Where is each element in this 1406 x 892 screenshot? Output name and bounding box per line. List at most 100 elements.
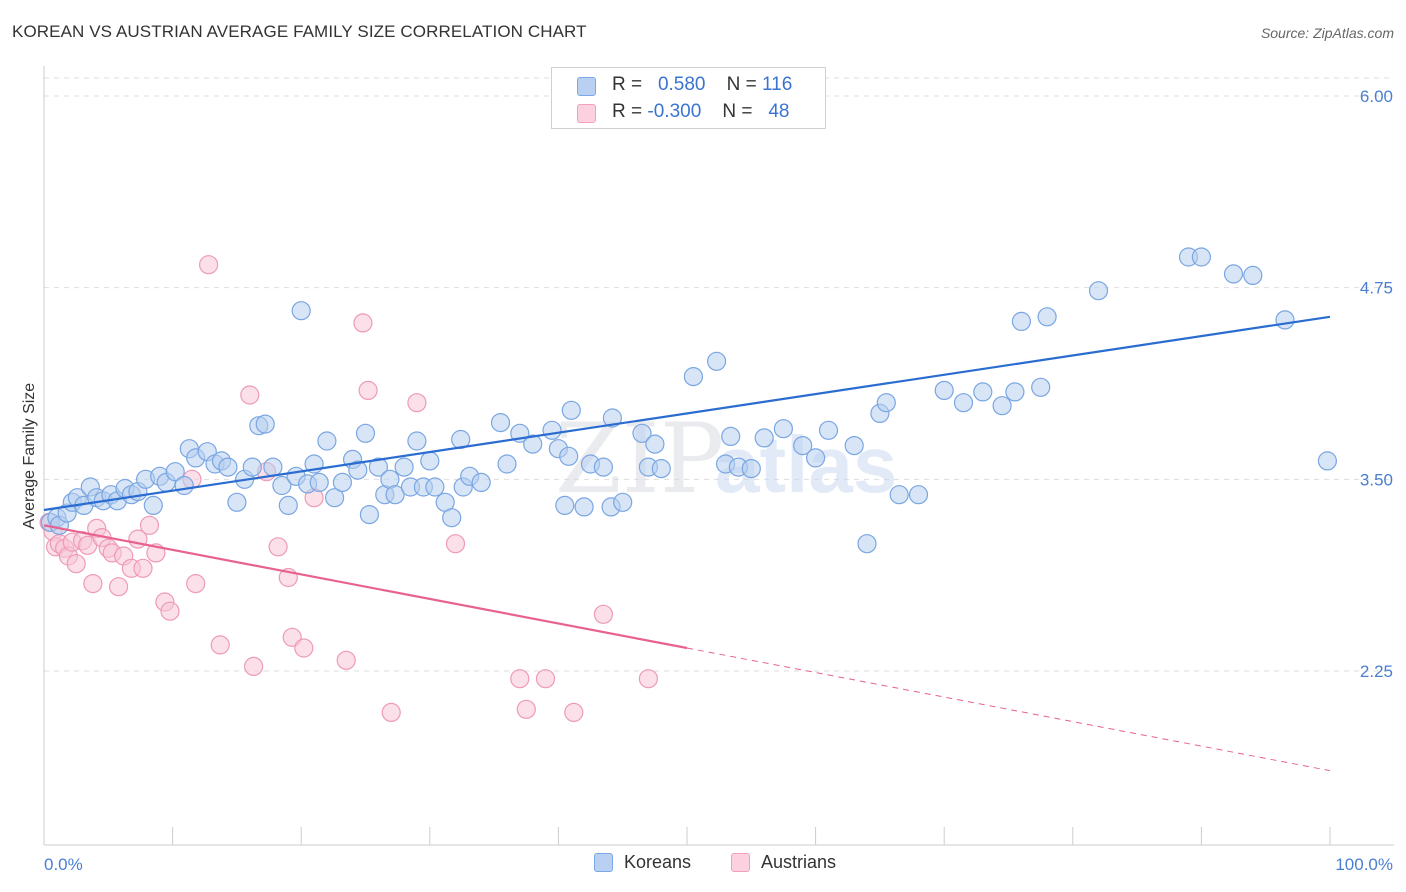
korean-point [368, 457, 388, 477]
austrian-point [336, 650, 356, 670]
koreans-r-value: 0.580 [657, 74, 706, 95]
koreans-n-label: N = [726, 74, 757, 95]
korean-point [291, 301, 311, 321]
korean-point [332, 472, 352, 492]
korean-point [706, 351, 727, 371]
koreans-legend-swatch [594, 853, 613, 872]
korean-point [1275, 310, 1295, 330]
austrian-point [510, 669, 530, 689]
korean-point [471, 472, 491, 492]
korean-point [278, 495, 298, 515]
austrian-point [294, 638, 314, 658]
korean-point [359, 504, 379, 525]
korean-point [385, 485, 405, 505]
koreans-n-value: 116 [762, 74, 793, 95]
korean-point [1005, 382, 1025, 402]
korean-point [818, 420, 839, 440]
korean-point [317, 431, 337, 451]
korean-point [255, 414, 275, 434]
austrians-swatch [577, 104, 596, 123]
korean-point [355, 423, 376, 443]
austrian-point [139, 515, 160, 535]
austrian-point [268, 537, 288, 557]
korean-point [683, 367, 704, 387]
korean-point [1088, 281, 1109, 301]
austrians-r-label: R = [612, 101, 643, 122]
trend-lines [43, 315, 1331, 772]
x-tick-label-start: 0.0% [44, 855, 83, 874]
korean-point [1223, 264, 1244, 284]
korean-point [602, 408, 623, 428]
chart-title: KOREAN VS AUSTRIAN AVERAGE FAMILY SIZE C… [12, 22, 587, 41]
austrian-point [244, 656, 264, 677]
koreans-legend-label: Koreans [624, 852, 692, 872]
austrian-point [638, 669, 659, 689]
y-tick-label: 3.50 [1360, 470, 1393, 489]
korean-point [442, 508, 462, 528]
austrian-point [66, 554, 86, 574]
korean-point [325, 488, 345, 508]
austrian-point [516, 699, 536, 719]
korean-point [889, 485, 909, 505]
korean-trend-line [43, 315, 1331, 512]
korean-point [1011, 311, 1032, 331]
austrian-point [407, 393, 427, 413]
korean-point [992, 396, 1012, 416]
korean-point [805, 448, 826, 468]
korean-point [1031, 377, 1051, 397]
korean-point [309, 472, 329, 492]
korean-point [1037, 307, 1057, 327]
austrian-point [240, 385, 260, 405]
korean-point [559, 446, 579, 466]
korean-point [218, 457, 238, 477]
korean-point [973, 382, 993, 402]
korean-point [497, 454, 517, 474]
korean-point [542, 420, 562, 440]
y-tick-label: 4.75 [1360, 279, 1393, 298]
korean-point [348, 460, 368, 480]
x-tick-label-end: 100.0% [1335, 855, 1393, 874]
korean-point [420, 451, 440, 471]
austrians-legend-label: Austrians [761, 852, 837, 872]
korean-point [613, 492, 633, 512]
korean-point [721, 426, 741, 446]
austrians-legend-swatch [731, 853, 750, 872]
korean-point [1243, 265, 1263, 285]
korean-point [908, 485, 929, 505]
korean-point [844, 436, 864, 456]
koreans-r-label: R = [612, 74, 643, 95]
korean-point [574, 497, 594, 517]
korean-point [645, 434, 665, 454]
austrians-r-value: -0.300 [647, 101, 702, 122]
korean-point [407, 431, 427, 451]
korean-point [593, 457, 614, 477]
austrian-point [535, 669, 556, 689]
austrian-point [593, 604, 614, 624]
austrians-n-value: 48 [768, 101, 790, 122]
korean-point [1191, 247, 1212, 267]
austrian-point [108, 577, 129, 597]
koreans-points [40, 247, 1338, 554]
austrian-point [160, 601, 180, 621]
korean-point [1317, 451, 1338, 471]
austrian-point [381, 702, 401, 723]
source-label: Source: ZipAtlas.com [1260, 25, 1394, 41]
korean-point [263, 457, 283, 477]
korean-point [561, 400, 581, 420]
korean-point [174, 475, 194, 496]
korean-point [651, 459, 671, 479]
austrian-point [353, 313, 373, 333]
korean-point [857, 534, 877, 554]
austrian-point [83, 573, 103, 594]
legend-stats: R = 0.580 N = 116 R = -0.300 N = 48 [551, 67, 826, 129]
austrian-trend-extension [686, 647, 1331, 772]
austrian-point [186, 573, 206, 594]
tick-labels: 2.25 3.50 4.75 6.00 0.0% 100.0% [44, 87, 1393, 874]
korean-point [394, 457, 414, 477]
y-tick-label: 2.25 [1360, 662, 1393, 681]
korean-point [741, 459, 761, 479]
korean-point [934, 380, 954, 400]
axes [43, 66, 1394, 846]
korean-point [555, 495, 575, 515]
